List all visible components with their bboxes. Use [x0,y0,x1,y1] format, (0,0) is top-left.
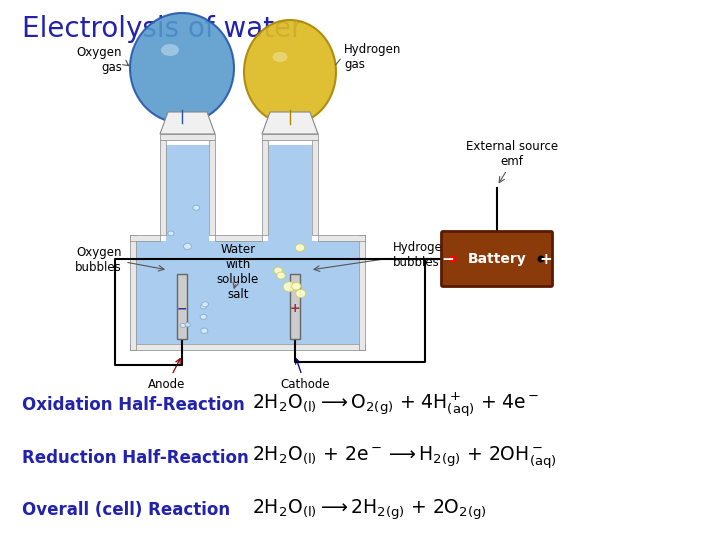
Text: Oxidation Half-Reaction: Oxidation Half-Reaction [22,396,245,414]
Bar [268,200,312,241]
Bar [130,235,136,350]
Bar [177,274,187,339]
Text: +: + [289,302,300,315]
Bar [166,200,209,241]
Text: Water
with
soluble
salt: Water with soluble salt [217,243,259,301]
Text: $\mathdefault{2H_2O_{(l)}}$$\longrightarrow$$\mathdefault{O_{2(g)}}$ + 4H$\mathd: $\mathdefault{2H_2O_{(l)}}$$\longrightar… [252,390,539,420]
Bar [130,344,365,350]
Text: Reduction Half-Reaction: Reduction Half-Reaction [22,449,248,467]
Text: Anode: Anode [148,359,186,391]
Bar [262,140,268,235]
Text: Cathode: Cathode [280,359,330,391]
Ellipse shape [184,244,192,249]
Text: Hydrogen
bubbles: Hydrogen bubbles [393,241,451,269]
Text: −: − [441,252,454,267]
Polygon shape [136,145,359,344]
Bar [312,140,318,235]
Ellipse shape [274,267,282,274]
FancyBboxPatch shape [441,232,552,287]
Ellipse shape [161,44,179,56]
Ellipse shape [201,328,208,334]
Bar [130,235,160,241]
Ellipse shape [449,255,456,262]
Text: Hydrogen
gas: Hydrogen gas [344,43,401,71]
Bar [290,274,300,339]
Ellipse shape [200,304,207,309]
Text: Oxygen
bubbles: Oxygen bubbles [76,246,122,274]
Ellipse shape [296,289,306,298]
Ellipse shape [272,52,287,62]
Ellipse shape [180,323,186,328]
Text: External source
emf: External source emf [466,140,558,168]
Text: $\mathdefault{2H_2O_{(l)}}$$\longrightarrow$$\mathdefault{2H_{2(g)}}$ + $\mathde: $\mathdefault{2H_2O_{(l)}}$$\longrightar… [252,498,487,522]
Ellipse shape [168,231,174,236]
Ellipse shape [295,244,305,252]
Ellipse shape [200,314,207,319]
Text: Oxygen
gas: Oxygen gas [76,46,122,74]
Bar [215,235,262,241]
Ellipse shape [130,13,234,123]
Ellipse shape [202,302,208,307]
Ellipse shape [292,282,301,290]
Text: Battery: Battery [467,252,526,266]
Text: Overall (cell) Reaction: Overall (cell) Reaction [22,501,230,519]
Ellipse shape [538,255,544,262]
Polygon shape [160,112,215,134]
Bar [209,140,215,235]
Bar [359,235,365,350]
Text: +: + [539,252,552,267]
Ellipse shape [276,272,285,279]
Bar [160,140,166,235]
Text: $\mathdefault{2H_2O_{(l)}}$ + 2e$\mathdefault{^-}$$\longrightarrow$$\mathdefault: $\mathdefault{2H_2O_{(l)}}$ + 2e$\mathde… [252,444,557,471]
Bar [318,235,365,241]
Ellipse shape [283,282,295,292]
Polygon shape [262,112,318,134]
Text: Electrolysis of water: Electrolysis of water [22,15,302,43]
Ellipse shape [193,205,199,211]
Ellipse shape [244,20,336,124]
Text: −: − [176,302,187,315]
Bar [262,134,318,140]
Ellipse shape [185,323,190,327]
Bar [160,134,215,140]
